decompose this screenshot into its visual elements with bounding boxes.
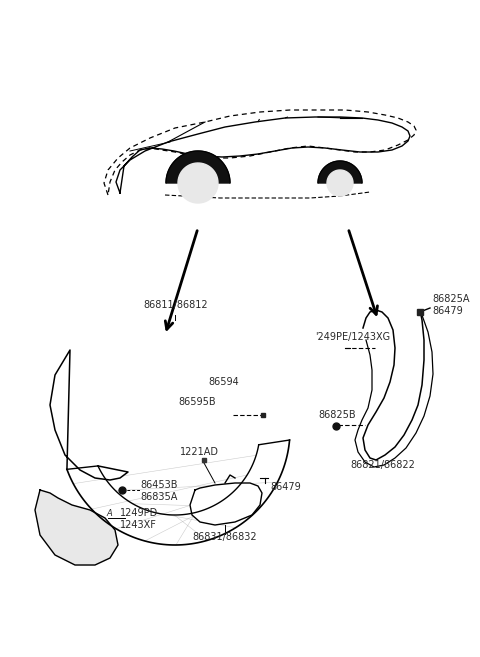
Text: 86835A: 86835A	[140, 492, 178, 502]
Polygon shape	[166, 151, 230, 183]
Polygon shape	[318, 161, 362, 183]
Text: 86595B: 86595B	[178, 397, 216, 407]
Text: 86453B: 86453B	[140, 480, 178, 490]
Text: 1221AD: 1221AD	[180, 447, 219, 457]
Polygon shape	[327, 170, 353, 196]
Polygon shape	[355, 310, 433, 467]
Text: 86479: 86479	[432, 306, 463, 316]
Text: 86831/86832: 86831/86832	[192, 532, 257, 542]
Polygon shape	[190, 483, 262, 525]
Text: 1249PD: 1249PD	[120, 508, 158, 518]
Text: 1243XF: 1243XF	[120, 520, 157, 530]
Polygon shape	[178, 163, 218, 203]
Text: 86811/86812: 86811/86812	[143, 300, 208, 310]
Text: A: A	[106, 509, 112, 518]
Polygon shape	[35, 490, 118, 565]
Text: 86479: 86479	[270, 482, 301, 492]
Text: '249PE/1243XG: '249PE/1243XG	[315, 332, 390, 342]
Polygon shape	[50, 350, 128, 480]
Text: 86821/86822: 86821/86822	[350, 460, 415, 470]
Text: 86825B: 86825B	[318, 410, 356, 420]
Polygon shape	[67, 440, 289, 545]
Text: 86594: 86594	[208, 377, 239, 387]
Text: 86825A: 86825A	[432, 294, 469, 304]
